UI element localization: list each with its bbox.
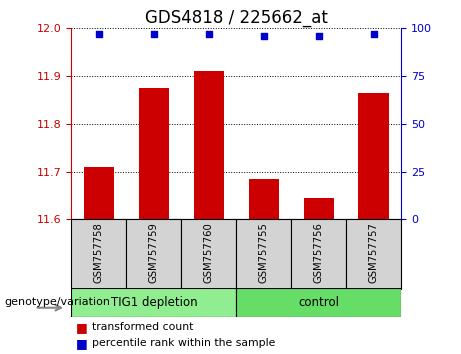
- Text: GSM757757: GSM757757: [369, 222, 378, 283]
- Bar: [236, 288, 401, 317]
- Bar: [84, 167, 114, 219]
- Bar: [71, 288, 236, 317]
- Text: ■: ■: [76, 337, 88, 350]
- Bar: [126, 219, 181, 289]
- Text: ■: ■: [76, 321, 88, 334]
- Bar: [291, 219, 346, 289]
- Point: [95, 31, 103, 37]
- Text: GSM757755: GSM757755: [259, 222, 269, 283]
- Bar: [248, 179, 279, 219]
- Text: control: control: [298, 296, 339, 309]
- Bar: [346, 219, 401, 289]
- Bar: [71, 219, 126, 289]
- Bar: [303, 198, 334, 219]
- Text: GSM757759: GSM757759: [149, 222, 159, 283]
- Text: percentile rank within the sample: percentile rank within the sample: [92, 338, 276, 348]
- Text: GSM757758: GSM757758: [94, 222, 104, 283]
- Text: genotype/variation: genotype/variation: [5, 297, 111, 307]
- Point: [370, 31, 377, 37]
- Text: GSM757756: GSM757756: [313, 222, 324, 283]
- Bar: [139, 88, 169, 219]
- Title: GDS4818 / 225662_at: GDS4818 / 225662_at: [145, 9, 328, 27]
- Point: [260, 33, 267, 39]
- Bar: [181, 219, 236, 289]
- Text: TIG1 depletion: TIG1 depletion: [111, 296, 197, 309]
- Bar: [236, 219, 291, 289]
- Bar: [359, 93, 389, 219]
- Bar: [194, 71, 224, 219]
- Point: [205, 31, 213, 37]
- Text: GSM757760: GSM757760: [204, 222, 214, 283]
- Text: transformed count: transformed count: [92, 322, 194, 332]
- Point: [315, 33, 322, 39]
- Point: [150, 31, 158, 37]
